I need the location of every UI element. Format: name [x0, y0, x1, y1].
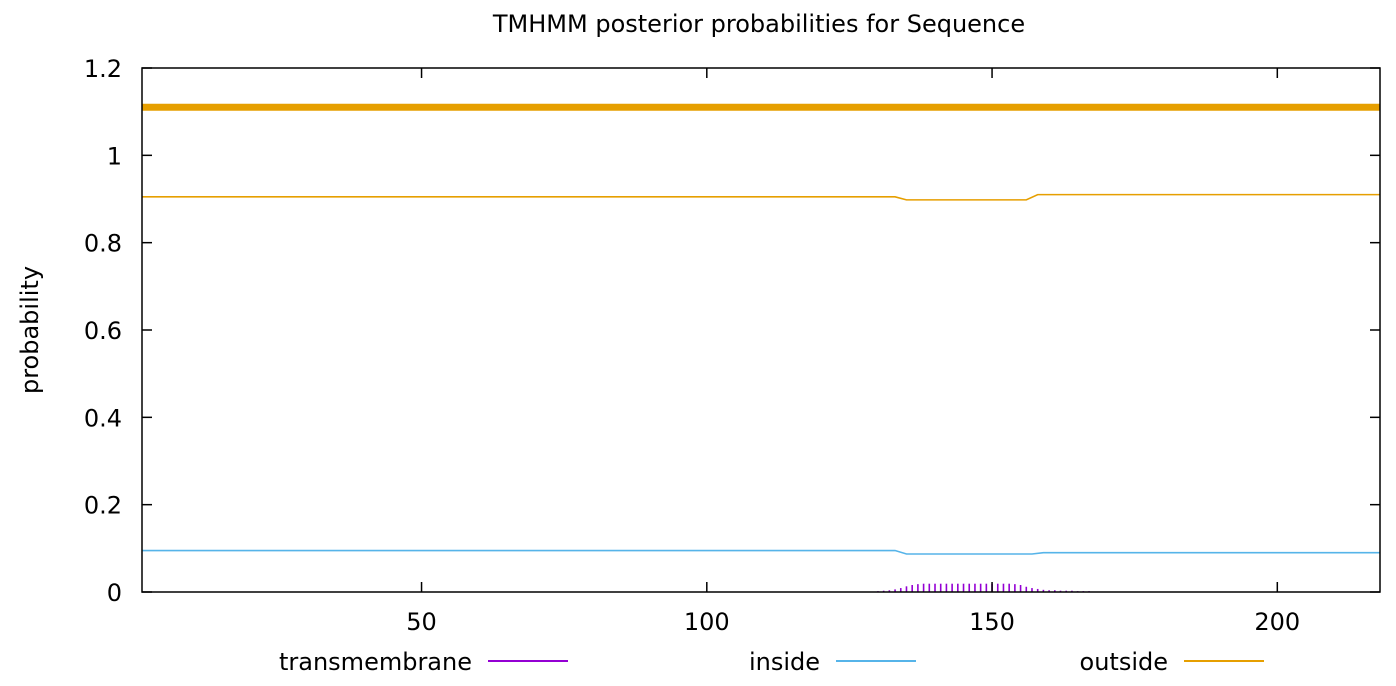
y-tick-label: 1 — [107, 142, 122, 170]
chart-title: TMHMM posterior probabilities for Sequen… — [492, 10, 1025, 38]
x-tick-label: 200 — [1254, 608, 1300, 636]
series-inside-line — [142, 549, 1380, 555]
y-tick-label: 1.2 — [84, 55, 122, 83]
legend-label-inside: inside — [749, 648, 820, 676]
series-outside-line — [142, 193, 1380, 201]
plot-marks — [142, 103, 1380, 592]
y-tick-label: 0.6 — [84, 317, 122, 345]
x-tick-label: 150 — [969, 608, 1015, 636]
y-tick-label: 0.4 — [84, 404, 122, 432]
legend-label-outside: outside — [1080, 648, 1168, 676]
legend: transmembrane inside outside — [279, 648, 1264, 676]
x-axis-ticks: 50 100 150 200 — [406, 68, 1300, 636]
x-tick-label: 50 — [406, 608, 437, 636]
y-axis-ticks: 0 0.2 0.4 0.6 0.8 1 1.2 — [84, 55, 1380, 607]
plot-frame — [141, 67, 1381, 593]
y-axis-label: probability — [16, 266, 44, 394]
legend-label-transmembrane: transmembrane — [279, 648, 472, 676]
y-tick-label: 0 — [107, 579, 122, 607]
y-tick-label: 0.2 — [84, 492, 122, 520]
x-tick-label: 100 — [684, 608, 730, 636]
y-tick-label: 0.8 — [84, 230, 122, 258]
